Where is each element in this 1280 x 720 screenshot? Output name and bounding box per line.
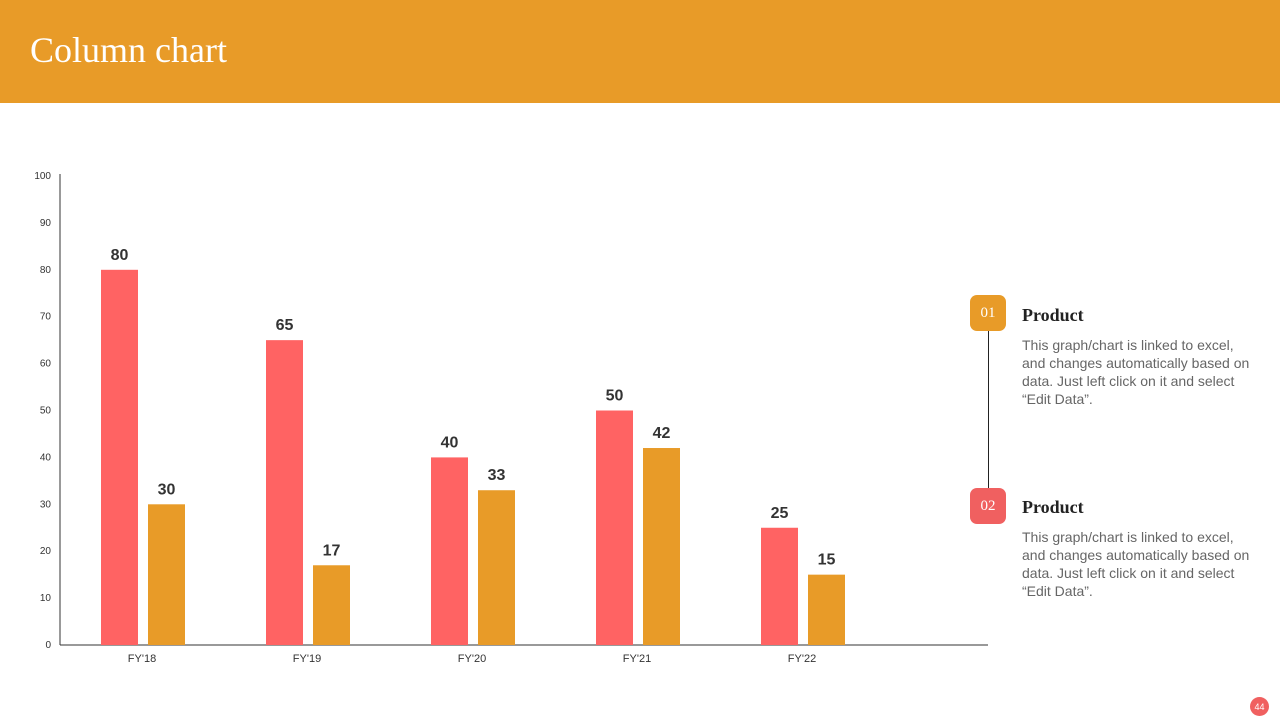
bar-series2 (478, 490, 515, 645)
y-tick-label: 50 (40, 406, 52, 417)
data-label: 65 (276, 317, 294, 334)
legend-title-01: Product (1022, 305, 1084, 325)
bar-series2 (643, 448, 680, 645)
legend-title-02: Product (1022, 497, 1084, 517)
legend-badge-02: 02 (970, 488, 1006, 524)
y-tick-label: 100 (34, 171, 51, 182)
y-tick-label: 90 (40, 218, 52, 229)
y-tick-label: 20 (40, 546, 52, 557)
y-tick-label: 40 (40, 452, 52, 463)
y-tick-label: 60 (40, 359, 52, 370)
bar-series1 (266, 340, 303, 645)
data-label: 17 (323, 542, 341, 559)
x-tick-label: FY'18 (128, 653, 156, 665)
page-title: Column chart (30, 30, 227, 70)
page-number-badge: 44 (1250, 697, 1269, 716)
x-tick-label: FY'21 (623, 653, 651, 665)
data-label: 42 (653, 425, 671, 442)
data-label: 50 (606, 388, 624, 405)
bar-series2 (808, 574, 845, 645)
x-tick-label: FY'22 (788, 653, 816, 665)
data-label: 33 (488, 467, 506, 484)
data-label: 15 (818, 552, 836, 569)
y-tick-label: 10 (40, 593, 52, 604)
data-label: 30 (158, 481, 176, 498)
data-label: 25 (771, 505, 789, 522)
legend-item-01: Product This graph/chart is linked to ex… (1022, 304, 1252, 408)
bar-series2 (148, 504, 185, 645)
x-tick-label: FY'20 (458, 653, 486, 665)
y-tick-label: 30 (40, 499, 52, 510)
y-tick-label: 80 (40, 265, 52, 276)
legend-connector-line (988, 313, 989, 506)
data-label: 80 (111, 247, 129, 264)
bar-series1 (596, 410, 633, 645)
legend-desc-02: This graph/chart is linked to excel, and… (1022, 529, 1250, 599)
data-label: 40 (441, 434, 459, 451)
bar-series1 (761, 527, 798, 645)
bar-series1 (101, 269, 138, 645)
legend-item-02: Product This graph/chart is linked to ex… (1022, 496, 1252, 600)
x-tick-label: FY'19 (293, 653, 321, 665)
y-tick-label: 0 (45, 640, 51, 651)
legend-badge-01: 01 (970, 295, 1006, 331)
header-bar: Column chart (0, 0, 1280, 103)
bar-series1 (431, 457, 468, 645)
y-tick-label: 70 (40, 312, 52, 323)
legend-desc-01: This graph/chart is linked to excel, and… (1022, 337, 1250, 407)
bar-series2 (313, 565, 350, 645)
